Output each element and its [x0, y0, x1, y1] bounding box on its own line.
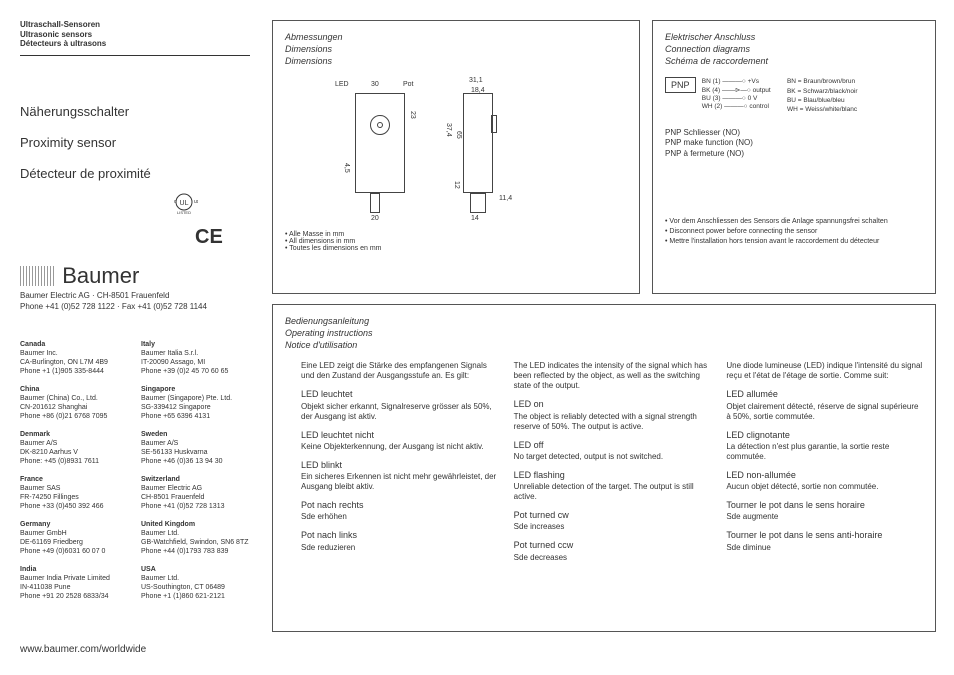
ul-mark: ULcusLISTED: [170, 193, 198, 220]
instr-col-de: Eine LED zeigt die Stärke des empfangene…: [301, 361, 498, 570]
office: FranceBaumer SASFR-74250 FillingesPhone …: [20, 476, 129, 511]
ce-mark: CE: [195, 226, 250, 249]
wiring-diagram: PNP BN (1) ———○ +Vs BK (4) ——⊳—○ output …: [665, 77, 923, 113]
logo-sub: Baumer Electric AG · CH-8501 Frauenfeld: [20, 291, 250, 300]
office: United KingdomBaumer Ltd.GB-Watchfield, …: [141, 521, 250, 556]
offices-list: CanadaBaumer Inc.CA-Burlington, ON L7M 4…: [20, 341, 250, 611]
office: ChinaBaumer (China) Co., Ltd.CN-201612 S…: [20, 386, 129, 421]
logo-row: Baumer Baumer Electric AG · CH-8501 Frau…: [20, 263, 250, 311]
office: ItalyBaumer Italia S.r.l.IT-20090 Assago…: [141, 341, 250, 376]
instr-col-fr: Une diode lumineuse (LED) indique l'inte…: [726, 361, 923, 570]
cert-row: ULcusLISTED CE: [20, 193, 250, 249]
conn-titles: Elektrischer Anschluss Connection diagra…: [665, 31, 923, 67]
logo-icon: [20, 266, 54, 286]
left-column: Ultraschall-Sensoren Ultrasonic sensors …: [20, 20, 250, 611]
office: DenmarkBaumer A/SDK-8210 Aarhus VPhone: …: [20, 431, 129, 466]
instructions-panel: Bedienungsanleitung Operating instructio…: [272, 304, 936, 632]
svg-text:us: us: [194, 199, 198, 205]
logo-phone: Phone +41 (0)52 728 1122 · Fax +41 (0)52…: [20, 302, 250, 311]
header-underline: [20, 55, 250, 56]
dims-titles: Abmessungen Dimensions Dimensions: [285, 31, 627, 67]
logo-text: Baumer: [62, 263, 139, 289]
office: CanadaBaumer Inc.CA-Burlington, ON L7M 4…: [20, 341, 129, 376]
instr-col-en: The LED indicates the intensity of the s…: [514, 361, 711, 570]
header-en: Ultrasonic sensors: [20, 30, 250, 40]
svg-text:UL: UL: [180, 200, 189, 207]
connection-panel: Elektrischer Anschluss Connection diagra…: [652, 20, 936, 294]
office: SwedenBaumer A/SSE-56133 HuskvarnaPhone …: [141, 431, 250, 466]
header-titles: Ultraschall-Sensoren Ultrasonic sensors …: [20, 20, 250, 49]
title-de: Näherungsschalter: [20, 96, 250, 127]
office: GermanyBaumer GmbHDE-61169 FriedbergPhon…: [20, 521, 129, 556]
dimensions-diagram: LED 30 Pot 31,1 18,4 23 37,4 65 4,5 12 2…: [285, 75, 627, 225]
pnp-captions: PNP Schliesser (NO) PNP make function (N…: [665, 128, 923, 159]
color-key: BN = Braun/brown/brun BK = Schwarz/black…: [787, 77, 858, 113]
header-fr: Détecteurs à ultrasons: [20, 39, 250, 49]
website-url: www.baumer.com/worldwide: [20, 644, 146, 655]
title-fr: Détecteur de proximité: [20, 158, 250, 189]
office: SingaporeBaumer (Singapore) Pte. Ltd.SG-…: [141, 386, 250, 421]
dims-notes: Alle Masse in mm All dimensions in mm To…: [285, 231, 627, 252]
header-de: Ultraschall-Sensoren: [20, 20, 250, 30]
title-en: Proximity sensor: [20, 127, 250, 158]
pnp-label: PNP: [665, 77, 696, 93]
dimensions-panel: Abmessungen Dimensions Dimensions LED 30…: [272, 20, 640, 294]
instr-titles: Bedienungsanleitung Operating instructio…: [285, 315, 923, 351]
main-titles: Näherungsschalter Proximity sensor Détec…: [20, 96, 250, 190]
office: SwitzerlandBaumer Electric AGCH-8501 Fra…: [141, 476, 250, 511]
instr-columns: Eine LED zeigt die Stärke des empfangene…: [285, 361, 923, 570]
safety-notes: Vor dem Anschliessen des Sensors die Anl…: [665, 217, 923, 246]
svg-text:LISTED: LISTED: [177, 210, 191, 215]
office: USABaumer Ltd.US-Southington, CT 06489Ph…: [141, 566, 250, 601]
office: IndiaBaumer India Private LimitedIN-4110…: [20, 566, 129, 601]
